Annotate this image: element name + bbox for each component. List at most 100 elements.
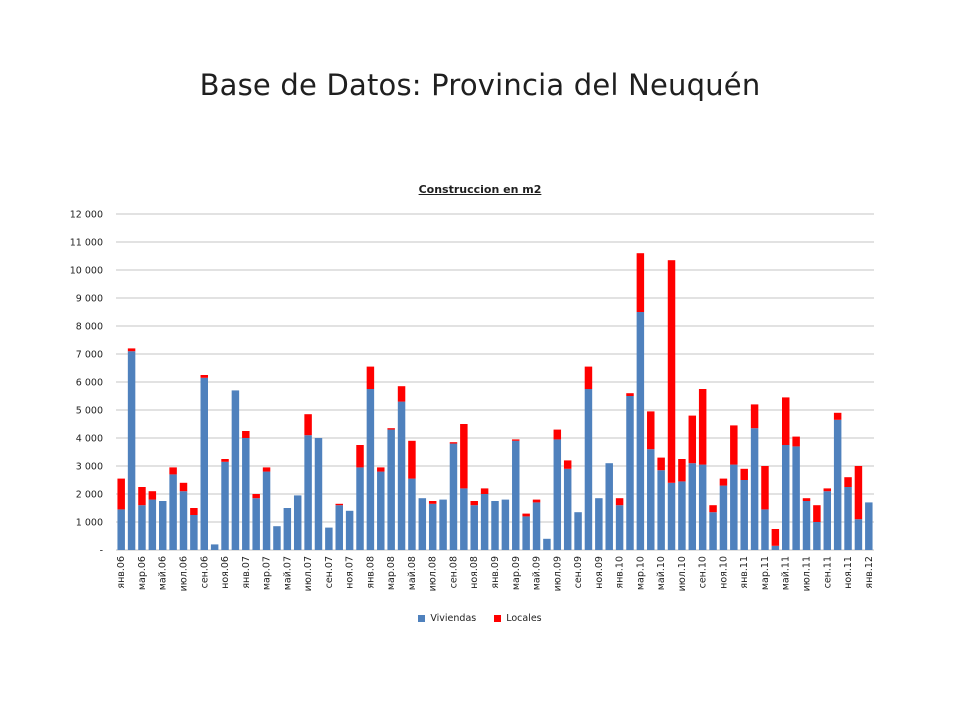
- bar-viviendas: [543, 538, 551, 550]
- legend-label-locales: Locales: [506, 613, 542, 624]
- x-tick-label: июл.06: [178, 556, 189, 591]
- bar-viviendas: [833, 419, 842, 550]
- bar-viviendas: [823, 491, 832, 550]
- bar-viviendas: [553, 439, 562, 550]
- bar-locales: [179, 482, 188, 492]
- x-tick-label: янв.10: [615, 556, 626, 589]
- y-tick-label: 3 000: [76, 462, 103, 473]
- y-tick-label: 7 000: [76, 350, 103, 361]
- bar-locales: [688, 415, 697, 464]
- bar-viviendas: [242, 438, 250, 550]
- bar-viviendas: [813, 522, 821, 550]
- bar-locales: [387, 428, 395, 430]
- legend-item-viviendas: Viviendas: [418, 613, 476, 624]
- slide-title: Base de Datos: Provincia del Neuquén: [199, 68, 761, 102]
- x-tick-label: май.06: [158, 556, 169, 590]
- bar-viviendas: [657, 470, 665, 550]
- bar-locales: [553, 429, 562, 440]
- bar-locales: [262, 467, 271, 472]
- bar-viviendas: [771, 545, 780, 550]
- bar-locales: [730, 425, 738, 465]
- bar-viviendas: [626, 396, 634, 550]
- x-tick-label: ноя.06: [220, 556, 231, 589]
- x-tick-label: мар.06: [137, 556, 148, 590]
- x-tick-label: сен.09: [573, 556, 584, 588]
- bar-locales: [844, 477, 852, 487]
- chart-legend: Viviendas Locales: [0, 613, 960, 624]
- bar-viviendas: [698, 464, 707, 550]
- bar-locales: [719, 478, 728, 486]
- bar-viviendas: [158, 501, 167, 550]
- bar-viviendas: [740, 480, 748, 550]
- bar-locales: [335, 503, 343, 506]
- x-tick-label: июл.10: [677, 556, 688, 591]
- bar-locales: [626, 393, 634, 396]
- bar-viviendas: [293, 495, 302, 550]
- y-tick-label: 5 000: [76, 406, 103, 417]
- y-tick-label: 11 000: [70, 238, 103, 249]
- x-tick-label: сен.07: [324, 556, 335, 588]
- x-tick-label: ноя.11: [843, 556, 854, 589]
- bar-locales: [657, 457, 665, 471]
- bar-viviendas: [418, 498, 427, 550]
- bar-locales: [127, 348, 136, 352]
- bar-locales: [740, 468, 748, 480]
- x-tick-label: мар.08: [386, 556, 397, 590]
- x-tick-label: июл.08: [428, 556, 439, 591]
- bar-viviendas: [387, 429, 395, 550]
- bar-locales: [480, 488, 489, 494]
- x-tick-label: июл.09: [552, 556, 563, 591]
- y-tick-label: 2 000: [76, 490, 103, 501]
- bar-locales: [584, 366, 593, 389]
- bar-viviendas: [314, 438, 323, 550]
- bar-locales: [771, 529, 780, 546]
- bar-locales: [802, 498, 811, 501]
- x-tick-label: сен.11: [822, 556, 833, 588]
- x-tick-label: янв.12: [864, 556, 875, 589]
- bar-locales: [698, 389, 707, 465]
- x-tick-label: июл.07: [303, 556, 314, 591]
- y-tick-label: -: [100, 546, 103, 557]
- x-tick-label: мар.09: [511, 556, 522, 590]
- bar-locales: [833, 412, 842, 420]
- bar-locales: [377, 467, 385, 472]
- bar-locales: [366, 366, 375, 389]
- bar-viviendas: [584, 389, 593, 550]
- bar-viviendas: [221, 461, 229, 550]
- bar-viviendas: [397, 401, 406, 550]
- x-tick-label: сен.06: [199, 556, 210, 588]
- x-tick-label: янв.11: [739, 556, 750, 589]
- bar-viviendas: [802, 501, 811, 550]
- bar-viviendas: [647, 449, 655, 550]
- bar-viviendas: [730, 464, 738, 550]
- bar-locales: [823, 488, 832, 492]
- bar-locales: [200, 375, 208, 378]
- x-tick-label: мар.11: [760, 556, 771, 590]
- bar-locales: [512, 439, 520, 441]
- bar-viviendas: [428, 503, 437, 550]
- bar-locales: [522, 513, 530, 517]
- x-tick-label: май.08: [407, 556, 418, 590]
- bar-viviendas: [615, 505, 624, 550]
- bar-viviendas: [667, 482, 676, 550]
- bar-viviendas: [792, 446, 800, 550]
- x-tick-label: июл.11: [802, 556, 813, 591]
- bar-locales: [782, 397, 790, 445]
- legend-item-locales: Locales: [494, 613, 542, 624]
- bar-locales: [813, 505, 821, 522]
- bar-locales: [169, 467, 177, 475]
- bar-viviendas: [460, 488, 468, 550]
- bar-viviendas: [854, 519, 863, 550]
- x-tick-label: ноя.07: [345, 556, 356, 589]
- x-tick-label: янв.07: [241, 556, 252, 589]
- bar-viviendas: [595, 498, 603, 550]
- bar-viviendas: [501, 499, 510, 550]
- x-tick-label: ноя.09: [594, 556, 605, 589]
- bar-viviendas: [325, 527, 333, 550]
- bar-viviendas: [283, 508, 292, 550]
- bar-locales: [252, 494, 260, 499]
- legend-swatch-viviendas: [418, 615, 426, 622]
- bar-viviendas: [522, 516, 530, 550]
- bar-viviendas: [636, 312, 645, 550]
